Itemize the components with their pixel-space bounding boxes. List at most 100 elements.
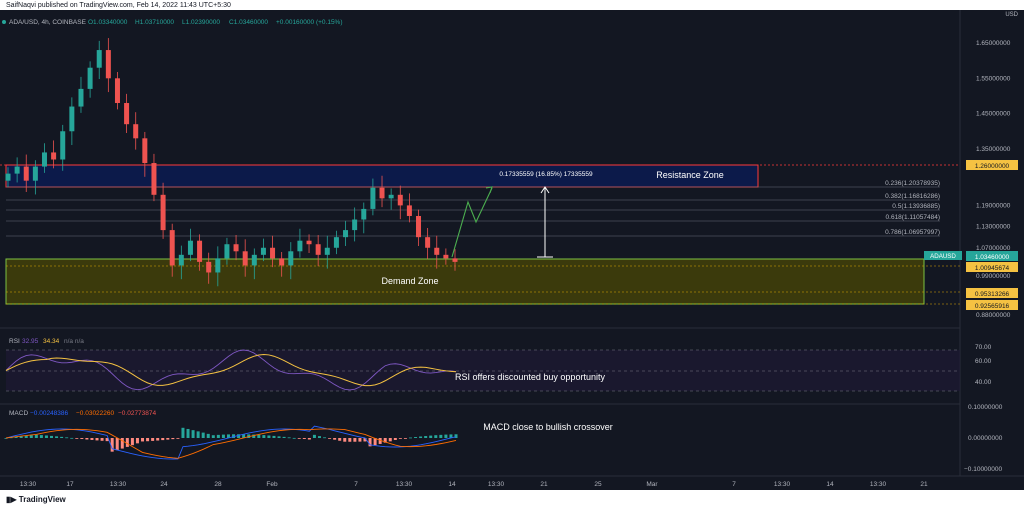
price-tick-label: 0.88000000 (976, 312, 1011, 319)
macd-hist-bar (302, 438, 306, 439)
candle-body (370, 187, 376, 209)
macd-hist-bar (439, 434, 443, 438)
macd-hist-bar (70, 437, 74, 439)
rsi-tick-40: 40.00 (975, 379, 992, 386)
macd-hist-bar (373, 438, 377, 446)
candle-body (96, 50, 102, 68)
time-tick-label: Mar (646, 481, 658, 488)
macd-hist-bar (201, 432, 205, 438)
candle-body (379, 187, 385, 199)
macd-histogram (4, 427, 458, 452)
macd-hist-bar (242, 434, 246, 438)
ada-symbol-tag (924, 251, 962, 260)
candle-body (452, 258, 458, 262)
price-tick-label: 1.65000000 (976, 40, 1011, 47)
legend-low: L1.02390000 (182, 19, 220, 26)
rsi-na: n/a n/a (64, 338, 84, 345)
macd-hist-bar (24, 435, 28, 438)
macd-note: MACD close to bullish crossover (483, 422, 613, 432)
price-tick-label: 1.55000000 (976, 75, 1011, 82)
candle-body (279, 258, 285, 266)
candle-body (288, 251, 294, 266)
rsi-pane[interactable]: RSI 32.95 34.34 n/a n/a RSI offers disco… (5, 338, 992, 392)
time-tick-label: 13:30 (20, 481, 37, 488)
macd-hist-bar (135, 438, 139, 444)
macd-hist-bar (39, 435, 43, 438)
candle-body (425, 237, 431, 248)
macd-hist-bar (130, 438, 134, 446)
macd-hist-bar (317, 436, 321, 438)
macd-hist-bar (338, 438, 342, 441)
macd-hist-bar (282, 436, 286, 438)
macd-hist-bar (151, 438, 155, 441)
time-tick-label: 21 (540, 481, 548, 488)
candle-body (434, 247, 440, 255)
macd-hist-bar (262, 435, 266, 438)
macd-hist-bar (444, 434, 448, 438)
candle-body (14, 166, 20, 174)
macd-hist-bar (146, 438, 150, 442)
macd-hist-bar (115, 438, 119, 451)
macd-hist-bar (191, 430, 195, 438)
candle-body (133, 124, 139, 139)
resistance-zone-label: Resistance Zone (656, 170, 724, 180)
time-tick-label: 14 (826, 481, 834, 488)
candle-body (224, 244, 230, 259)
candle-body (114, 78, 120, 104)
candle-body (270, 247, 276, 259)
time-tick-label: 17 (66, 481, 74, 488)
macd-hist-bar (307, 438, 311, 440)
candle-body (105, 50, 111, 79)
rsi-value: 32.95 (22, 338, 39, 345)
demand-zone[interactable] (5, 258, 925, 305)
candle-body (142, 138, 148, 164)
currency-label: USD (1005, 12, 1018, 18)
candle-body (233, 244, 239, 252)
macd-hist-bar (120, 438, 124, 449)
price-tick-label: 1.13000000 (976, 224, 1011, 231)
macd-hist-bar (161, 438, 165, 441)
macd-hist-bar (34, 434, 38, 438)
legend-close: C1.03460000 (229, 19, 268, 26)
macd-hist-bar (50, 435, 54, 438)
candle-body (5, 173, 11, 181)
time-tick-label: 14 (448, 481, 456, 488)
macd-pane[interactable]: MACD −0.00248386 −0.03022260 −0.02773874… (4, 404, 1003, 473)
macd-hist-bar (434, 435, 438, 438)
macd-hist-bar (14, 436, 18, 438)
macd-hist-bar (44, 435, 48, 438)
time-axis: 13:30 17 13:30 24 28 Feb 7 13:30 14 13:30 21 25 Mar 7… (20, 481, 928, 488)
candle-body (206, 261, 212, 273)
candle-body (406, 205, 412, 216)
time-tick-label: Feb (266, 481, 278, 488)
projection-path (451, 187, 493, 258)
chart-svg[interactable]: Resistance Zone 0.236(1.20378935) 0.382(… (0, 10, 1024, 490)
macd-hist-bar (312, 434, 316, 438)
price-tick-label: 1.35000000 (976, 146, 1011, 153)
candle-body (23, 166, 29, 181)
candle-body (151, 163, 157, 195)
macd-hist-bar (333, 438, 337, 440)
measure-label: 0.17335559 (16.85%) 17335559 (499, 171, 593, 178)
macd-tick-top: 0.10000000 (968, 404, 1003, 411)
fib-618-label: 0.618(1.11057484) (886, 214, 940, 221)
candle-body (397, 194, 403, 206)
macd-hist-bar (85, 438, 89, 440)
macd-hist-bar (206, 433, 210, 438)
price-tick-label: 0.99000000 (976, 273, 1011, 280)
macd-hist-bar (388, 438, 392, 442)
macd-hist-bar (29, 435, 33, 438)
tradingview-logo[interactable]: ▮▶ TradingView (6, 495, 66, 504)
legend-dot-icon (2, 20, 6, 24)
macd-hist-bar (297, 438, 301, 439)
chart-area[interactable]: Resistance Zone 0.236(1.20378935) 0.382(… (0, 10, 1024, 490)
candle-body (260, 247, 266, 255)
macd-hist-bar (292, 437, 296, 439)
candle-body (187, 240, 193, 255)
candle-body (388, 194, 394, 199)
macd-hist-bar (343, 438, 347, 442)
symbol-legend[interactable]: ADA/USD, 4h, COINBASE O1.03340000 H1.037… (2, 19, 343, 26)
demand-price-tag-3 (966, 300, 1018, 310)
legend-open: O1.03340000 (88, 19, 128, 26)
fib-236-label: 0.236(1.20378935) (885, 180, 940, 187)
